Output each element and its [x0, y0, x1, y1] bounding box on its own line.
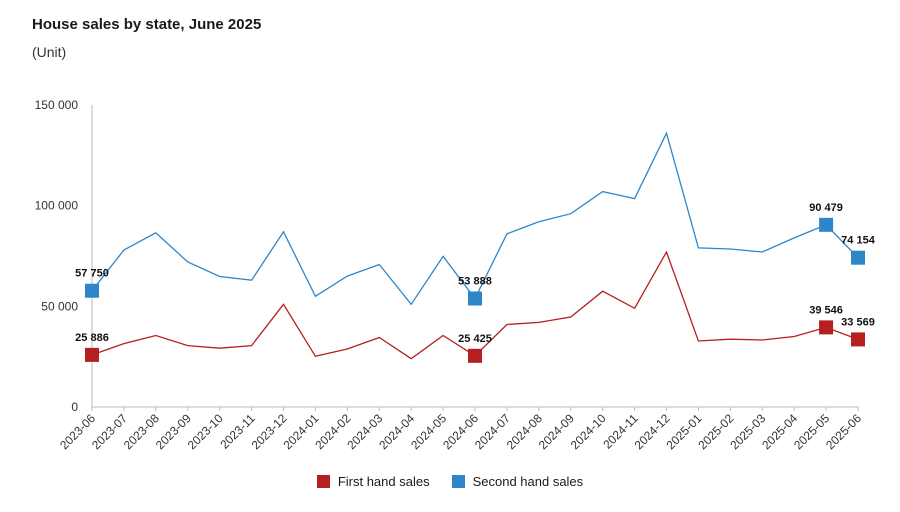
legend-label-second-hand: Second hand sales — [472, 474, 584, 489]
x-tick-label: 2025-06 — [823, 411, 864, 452]
legend-label-first-hand: First hand sales — [337, 474, 430, 489]
marker-first-hand — [819, 320, 834, 335]
marker-second-hand — [819, 217, 834, 232]
marker-first-hand — [851, 332, 865, 347]
legend-swatch-second-hand — [451, 475, 465, 488]
y-tick-label: 50 000 — [41, 299, 78, 313]
data-label-second-hand: 90 479 — [809, 202, 843, 214]
data-label-first-hand: 39 546 — [809, 304, 843, 316]
data-label-second-hand: 57 750 — [75, 268, 109, 280]
marker-second-hand — [468, 291, 482, 306]
legend-item-first-hand[interactable]: First hand sales — [316, 474, 430, 489]
y-tick-label: 150 000 — [35, 98, 79, 112]
x-tick-label: 2024-10 — [568, 411, 609, 452]
legend: First hand sales Second hand sales — [0, 474, 900, 489]
y-tick-label: 0 — [71, 400, 78, 414]
data-label-first-hand: 25 886 — [75, 332, 109, 344]
data-label-second-hand: 53 888 — [458, 276, 492, 288]
marker-second-hand — [851, 250, 865, 265]
data-label-second-hand: 74 154 — [841, 235, 876, 247]
marker-first-hand — [85, 347, 99, 362]
y-tick-label: 100 000 — [35, 199, 79, 213]
data-label-first-hand: 33 569 — [841, 316, 875, 328]
legend-swatch-first-hand — [316, 475, 330, 488]
data-label-first-hand: 25 425 — [458, 333, 492, 345]
chart-subtitle: (Unit) — [32, 44, 67, 60]
x-tick-label: 2023-10 — [185, 411, 226, 452]
legend-item-second-hand[interactable]: Second hand sales — [451, 474, 584, 489]
marker-first-hand — [468, 348, 482, 363]
chart-title: House sales by state, June 2025 — [32, 16, 262, 33]
marker-second-hand — [85, 283, 99, 298]
